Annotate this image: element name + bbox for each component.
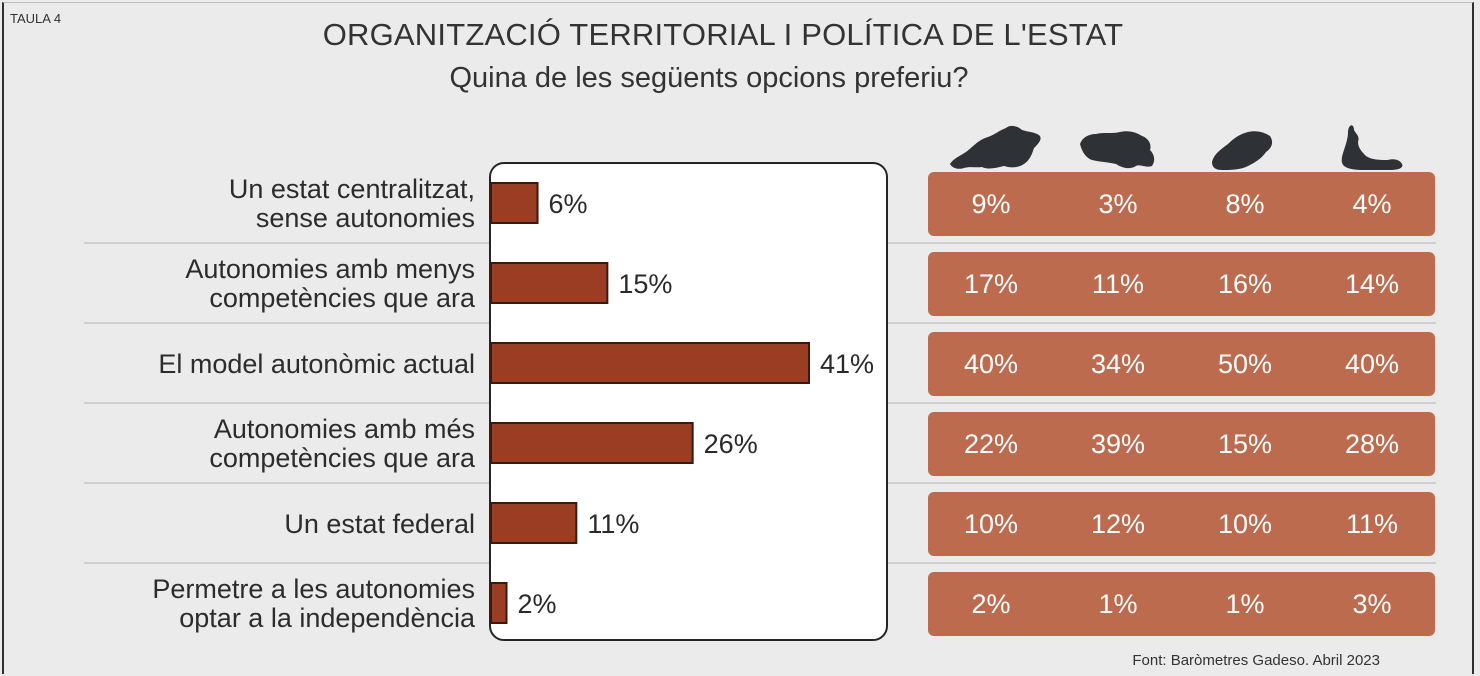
bar-value-label: 2% [518, 589, 557, 619]
category-label: Autonomies amb menys competències que ara [55, 255, 475, 313]
island-percentage: 3% [1098, 189, 1138, 219]
island-breakdown-row: 10% 12% 10% 11% [928, 492, 1435, 556]
bar-value-label: 26% [704, 429, 758, 459]
island-percentage: 39% [1090, 429, 1146, 459]
category-label-line: El model autonòmic actual [158, 348, 475, 379]
island-percentage: 9% [971, 189, 1011, 219]
category-label-line: competències que ara [209, 283, 475, 313]
island-percentage: 28% [1344, 429, 1400, 459]
island-percentage: 11% [1091, 269, 1145, 299]
category-label: Un estat centralitzat, sense autonomies [55, 175, 475, 233]
category-label-line: sense autonomies [255, 203, 475, 233]
bar [490, 182, 539, 224]
chart-subtitle: Quina de les següents opcions preferiu? [449, 62, 969, 94]
bar-value-label: 6% [549, 189, 588, 219]
bar [490, 582, 508, 624]
island-percentage: 11% [1345, 509, 1399, 539]
category-label-line: Autonomies amb més [213, 414, 475, 444]
source-note: Font: Baròmetres Gadeso. Abril 2023 [1132, 652, 1380, 669]
figure-tag: TAULA 4 [10, 11, 62, 26]
mallorca-silhouette-icon [950, 125, 1041, 169]
island-breakdown-row: 22% 39% 15% 28% [928, 412, 1435, 476]
category-label: Un estat federal [55, 508, 475, 539]
category-label-line: competències que ara [209, 443, 475, 473]
category-label-line: Permetre a les autonomies [152, 574, 475, 604]
island-breakdown-row: 40% 34% 50% 40% [928, 332, 1435, 396]
bar [490, 342, 810, 384]
island-percentage: 16% [1217, 269, 1273, 299]
island-percentage: 40% [1344, 349, 1400, 379]
island-breakdown-row: 17% 11% 16% 14% [928, 252, 1435, 316]
island-percentage: 3% [1352, 589, 1392, 619]
island-percentage: 34% [1090, 349, 1146, 379]
island-percentage: 4% [1352, 189, 1392, 219]
island-percentage: 12% [1090, 509, 1146, 539]
category-label: El model autonòmic actual [55, 348, 475, 379]
island-percentage: 50% [1217, 349, 1273, 379]
island-percentage: 10% [1217, 509, 1273, 539]
bar-chart-panel [489, 162, 888, 641]
island-percentage: 8% [1225, 189, 1265, 219]
island-percentage: 14% [1344, 269, 1400, 299]
menorca-silhouette-icon [1080, 131, 1155, 169]
category-label-line: optar a la independència [179, 603, 475, 633]
island-percentage: 17% [963, 269, 1019, 299]
category-label: Autonomies amb més competències que ara [55, 415, 475, 473]
bar [490, 422, 694, 464]
island-breakdown-row: 2% 1% 1% 3% [928, 572, 1435, 636]
island-percentage: 10% [963, 509, 1019, 539]
island-percentage: 2% [971, 589, 1011, 619]
category-label-line: Un estat federal [284, 508, 475, 539]
bar-value-label: 15% [618, 269, 672, 299]
bar [490, 502, 578, 544]
eivissa-silhouette-icon [1212, 131, 1273, 170]
island-breakdown-row: 9% 3% 8% 4% [928, 172, 1435, 236]
formentera-silhouette-icon [1341, 125, 1403, 170]
island-percentage: 1% [1225, 589, 1265, 619]
island-percentage: 40% [963, 349, 1019, 379]
island-header [930, 122, 1435, 172]
island-percentage: 1% [1098, 589, 1138, 619]
chart-title: ORGANITZACIÓ TERRITORIAL I POLÍTICA DE L… [322, 17, 1124, 52]
category-label-line: Autonomies amb menys [185, 254, 475, 284]
bar [490, 262, 609, 304]
category-label: Permetre a les autonomies optar a la inde… [55, 575, 475, 633]
category-label-line: Un estat centralitzat, [228, 174, 475, 204]
bar-value-label: 11% [587, 509, 639, 539]
island-percentage: 22% [963, 429, 1019, 459]
island-percentage: 15% [1217, 429, 1273, 459]
bar-value-label: 41% [820, 349, 874, 379]
